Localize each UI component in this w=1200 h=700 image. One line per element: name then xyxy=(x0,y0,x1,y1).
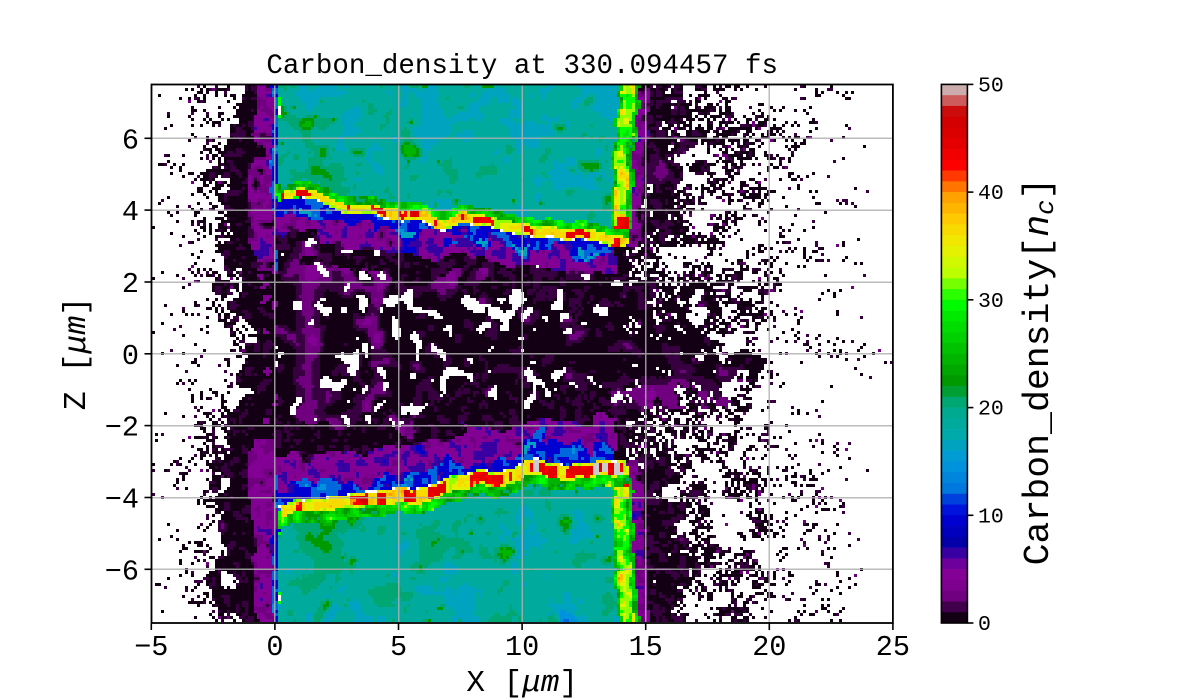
svg-text:5: 5 xyxy=(390,631,407,664)
svg-text:20: 20 xyxy=(752,631,786,664)
svg-text:X [μm]: X [μm] xyxy=(466,666,578,700)
svg-text:Carbon_density at 330.094457 f: Carbon_density at 330.094457 fs xyxy=(266,51,778,82)
svg-text:4: 4 xyxy=(122,196,139,229)
svg-text:0: 0 xyxy=(266,631,283,664)
svg-text:25: 25 xyxy=(876,631,910,664)
svg-text:50: 50 xyxy=(978,74,1004,98)
svg-text:40: 40 xyxy=(978,182,1004,206)
svg-text:0: 0 xyxy=(122,340,139,373)
svg-text:−6: −6 xyxy=(105,555,139,588)
svg-text:30: 30 xyxy=(978,290,1004,314)
svg-text:−5: −5 xyxy=(134,631,168,664)
svg-text:15: 15 xyxy=(629,631,663,664)
svg-text:0: 0 xyxy=(978,613,991,637)
svg-text:Z [μm]: Z [μm] xyxy=(60,297,95,410)
svg-text:Carbon_density[nc]: Carbon_density[nc] xyxy=(1018,178,1061,566)
svg-text:2: 2 xyxy=(122,268,139,301)
svg-text:−4: −4 xyxy=(105,484,139,517)
svg-text:6: 6 xyxy=(122,124,139,157)
svg-text:10: 10 xyxy=(505,631,539,664)
svg-text:−2: −2 xyxy=(105,412,139,445)
svg-text:20: 20 xyxy=(978,398,1004,422)
svg-text:10: 10 xyxy=(978,505,1004,529)
